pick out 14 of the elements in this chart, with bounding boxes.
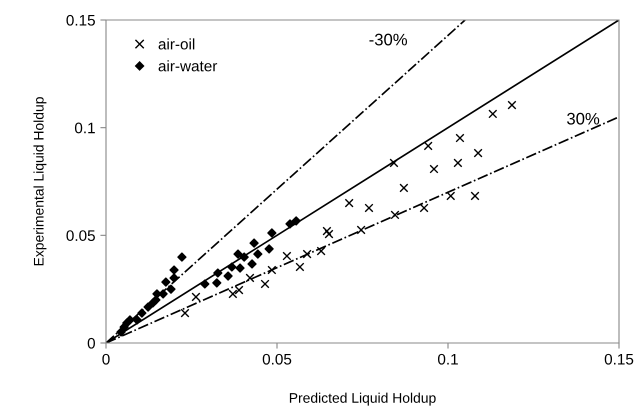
y-axis-title: Experimental Liquid Holdup [33,97,46,266]
y-tick-label: 0.05 [66,230,95,242]
x-axis-title: Predicted Liquid Holdup [290,392,436,406]
x-tick-label: 0.15 [604,354,634,365]
y-tick-label: 0.15 [66,14,95,26]
y-tick-label: 0.1 [74,122,95,134]
y-tick-label: 0 [88,338,95,349]
annotation: 30% [567,112,600,125]
x-tick-label: 0.05 [262,354,292,365]
x-tick-label: 0.1 [438,354,458,365]
legend-label: air-oil [158,38,194,50]
x-tick-label: 0 [102,354,110,365]
annotation: -30% [369,34,408,46]
legend-label: air-water [158,60,218,72]
